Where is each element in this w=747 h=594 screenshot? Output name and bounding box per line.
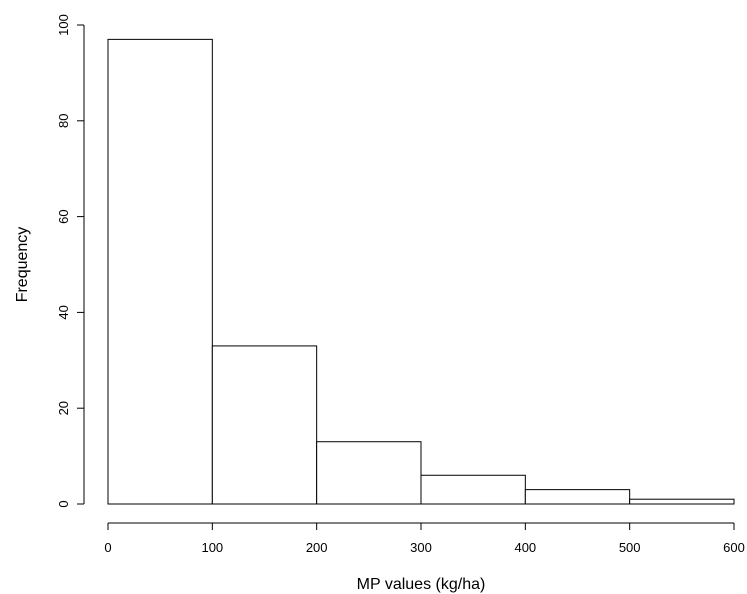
- histogram-bar-3: [420, 474, 526, 505]
- x-tick-label-200: 200: [306, 540, 328, 555]
- y-tick-label-80: 80: [56, 114, 71, 128]
- y-tick-label-60: 60: [56, 209, 71, 223]
- histogram-bar-2: [316, 441, 422, 505]
- x-tick-label-300: 300: [410, 540, 432, 555]
- y-tick-label-0: 0: [56, 500, 71, 507]
- y-tick-label-40: 40: [56, 305, 71, 319]
- histogram-bar-5: [629, 498, 735, 505]
- y-axis-title: Frequency: [14, 227, 31, 303]
- x-tick-label-0: 0: [104, 540, 111, 555]
- x-tick-label-500: 500: [619, 540, 641, 555]
- x-tick-label-100: 100: [201, 540, 223, 555]
- y-tick-label-20: 20: [56, 401, 71, 415]
- x-tick-label-600: 600: [723, 540, 745, 555]
- x-axis: 0 100 200 300 400 500 600: [104, 522, 745, 555]
- histogram-bar-0: [107, 38, 213, 505]
- histogram-bar-4: [524, 489, 631, 505]
- y-axis: 0 20 40 60 80 100: [56, 14, 85, 508]
- bars-group: [107, 38, 735, 505]
- x-axis-title: MP values (kg/ha): [357, 576, 486, 593]
- x-tick-label-400: 400: [514, 540, 536, 555]
- y-tick-label-100: 100: [56, 14, 71, 36]
- histogram-bar-1: [211, 345, 318, 505]
